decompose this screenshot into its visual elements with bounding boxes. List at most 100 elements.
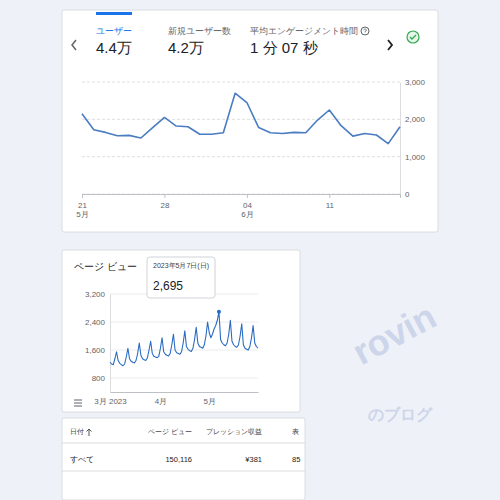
x-tick-line: 21	[78, 201, 87, 210]
table-cell: 150,116	[165, 455, 192, 464]
x-tick-mark	[164, 194, 165, 198]
tooltip-value: 2,695	[153, 279, 183, 293]
grid-line	[110, 322, 258, 323]
plot-marks	[110, 310, 258, 366]
y-tick: 2,400	[85, 318, 110, 327]
x-axis: 3月 2023 4月 5月	[94, 392, 258, 406]
table-panel	[62, 418, 305, 500]
grid	[110, 294, 258, 378]
column-head: 表	[292, 428, 299, 435]
y-tick-label: 3,200	[85, 290, 106, 299]
y-axis: 0 1,000 2,000 3,000	[400, 78, 426, 199]
column-head: ページ ビュー	[148, 428, 192, 435]
chart-title: ページ ビュー	[74, 261, 137, 272]
watermark-caption: のブログ	[368, 406, 433, 423]
help-icon[interactable]	[361, 27, 369, 35]
menu-icon-line[interactable]	[74, 403, 82, 404]
tooltip: 2023年5月7日(日) 2,695	[147, 257, 215, 298]
y-tick: 1,000	[400, 153, 426, 162]
chart-0: 0 1,000 2,000 3,000 215月 28 046月 11	[76, 78, 425, 219]
y-tick-label: 1,600	[85, 346, 106, 355]
metric-tab[interactable]: 平均エンゲージメント時間 1 分 07 秒	[250, 26, 369, 56]
table-cell: 85	[292, 455, 300, 464]
grid-line	[82, 156, 400, 157]
top-panel	[62, 10, 438, 232]
x-tick: 5月	[203, 392, 215, 406]
y-tick-label: 3,000	[405, 78, 426, 87]
y-tick-label: 800	[92, 374, 106, 383]
tab-underline	[96, 12, 132, 15]
x-tick-line: 6月	[241, 210, 253, 219]
status-icon	[407, 31, 419, 43]
y-axis-line	[400, 83, 401, 195]
x-tick-label: 4月	[155, 397, 167, 406]
tab-label[interactable]: ユーザー	[96, 26, 132, 36]
x-tick: 11	[326, 194, 335, 210]
x-tick-label: 11	[326, 201, 335, 210]
grid-line	[82, 82, 400, 83]
x-tick-label: 046月	[241, 201, 253, 219]
x-tick-label: 28	[160, 201, 169, 210]
x-tick: 3月 2023	[94, 392, 127, 406]
table-cell: ¥381	[245, 455, 262, 464]
data-line	[110, 312, 258, 366]
x-tick-label: 3月 2023	[94, 397, 127, 406]
x-tick: 28	[160, 194, 169, 210]
sort-arrow[interactable]	[87, 429, 92, 436]
y-tick-label: 0	[405, 190, 410, 199]
menu-icon-line[interactable]	[74, 400, 82, 401]
tab-label[interactable]: 平均エンゲージメント時間	[250, 26, 358, 36]
x-tick-mark	[247, 194, 248, 198]
x-axis: 215月 28 046月 11	[76, 194, 400, 219]
plot-marks	[82, 93, 400, 143]
screen: rovin のブログ ユーザー 4.4万 新規ユーザー数 4.2万 平均エンゲージメント時間…	[0, 0, 500, 500]
tooltip-date: 2023年5月7日(日)	[153, 262, 209, 270]
tab-value[interactable]: 1 分 07 秒	[250, 39, 318, 56]
x-tick-mark	[329, 194, 330, 198]
y-tick: 1,600	[85, 346, 110, 355]
watermark-logo: rovin	[346, 295, 443, 373]
grid-line	[110, 378, 258, 379]
column-head: プレッション収益	[206, 428, 262, 435]
metric-tab[interactable]: 新規ユーザー数 4.2万	[168, 26, 231, 56]
y-tick-label: 1,000	[405, 153, 426, 162]
status-check	[410, 35, 416, 39]
help-icon-mark	[364, 29, 367, 33]
x-tick-line: 04	[243, 201, 252, 210]
y-tick-label: 2,400	[85, 318, 106, 327]
tooltip-box	[147, 257, 215, 298]
next-arrow[interactable]	[388, 40, 392, 50]
x-tick-mark	[82, 194, 83, 198]
tab-value[interactable]: 4.4万	[96, 39, 132, 56]
y-tick: 0	[400, 190, 410, 199]
y-tick: 2,000	[400, 115, 426, 124]
grid	[82, 82, 400, 194]
y-tick: 3,200	[85, 290, 110, 299]
pageview-panel	[62, 250, 300, 412]
menu-icon-line[interactable]	[74, 406, 82, 407]
y-tick: 3,000	[400, 78, 426, 87]
y-tick: 800	[92, 374, 110, 383]
table-rule	[62, 471, 305, 472]
background	[0, 0, 500, 500]
table-rule	[62, 443, 305, 444]
y-axis-line	[110, 295, 111, 393]
data-line	[82, 93, 400, 143]
x-tick: 4月	[155, 392, 167, 406]
grid-line	[110, 350, 258, 351]
x-tick-line: 5月	[76, 210, 88, 219]
x-axis-line	[111, 392, 259, 393]
tab-value[interactable]: 4.2万	[168, 39, 204, 56]
x-tick-label: 215月	[76, 201, 88, 219]
x-tick-label: 5月	[203, 397, 215, 406]
table-cell: すべて	[70, 455, 94, 464]
metric-tab[interactable]: ユーザー 4.4万	[96, 12, 132, 56]
column-head[interactable]: 日付	[70, 428, 84, 435]
x-axis-line	[83, 195, 401, 199]
prev-arrow[interactable]	[72, 40, 76, 50]
highlight-point	[217, 310, 221, 314]
chart-1: 800 1,600 2,400 3,200 3月 2023 4月 5月	[85, 290, 259, 406]
tab-label[interactable]: 新規ユーザー数	[168, 26, 231, 36]
x-tick: 046月	[241, 194, 253, 219]
x-tick: 215月	[76, 194, 88, 219]
